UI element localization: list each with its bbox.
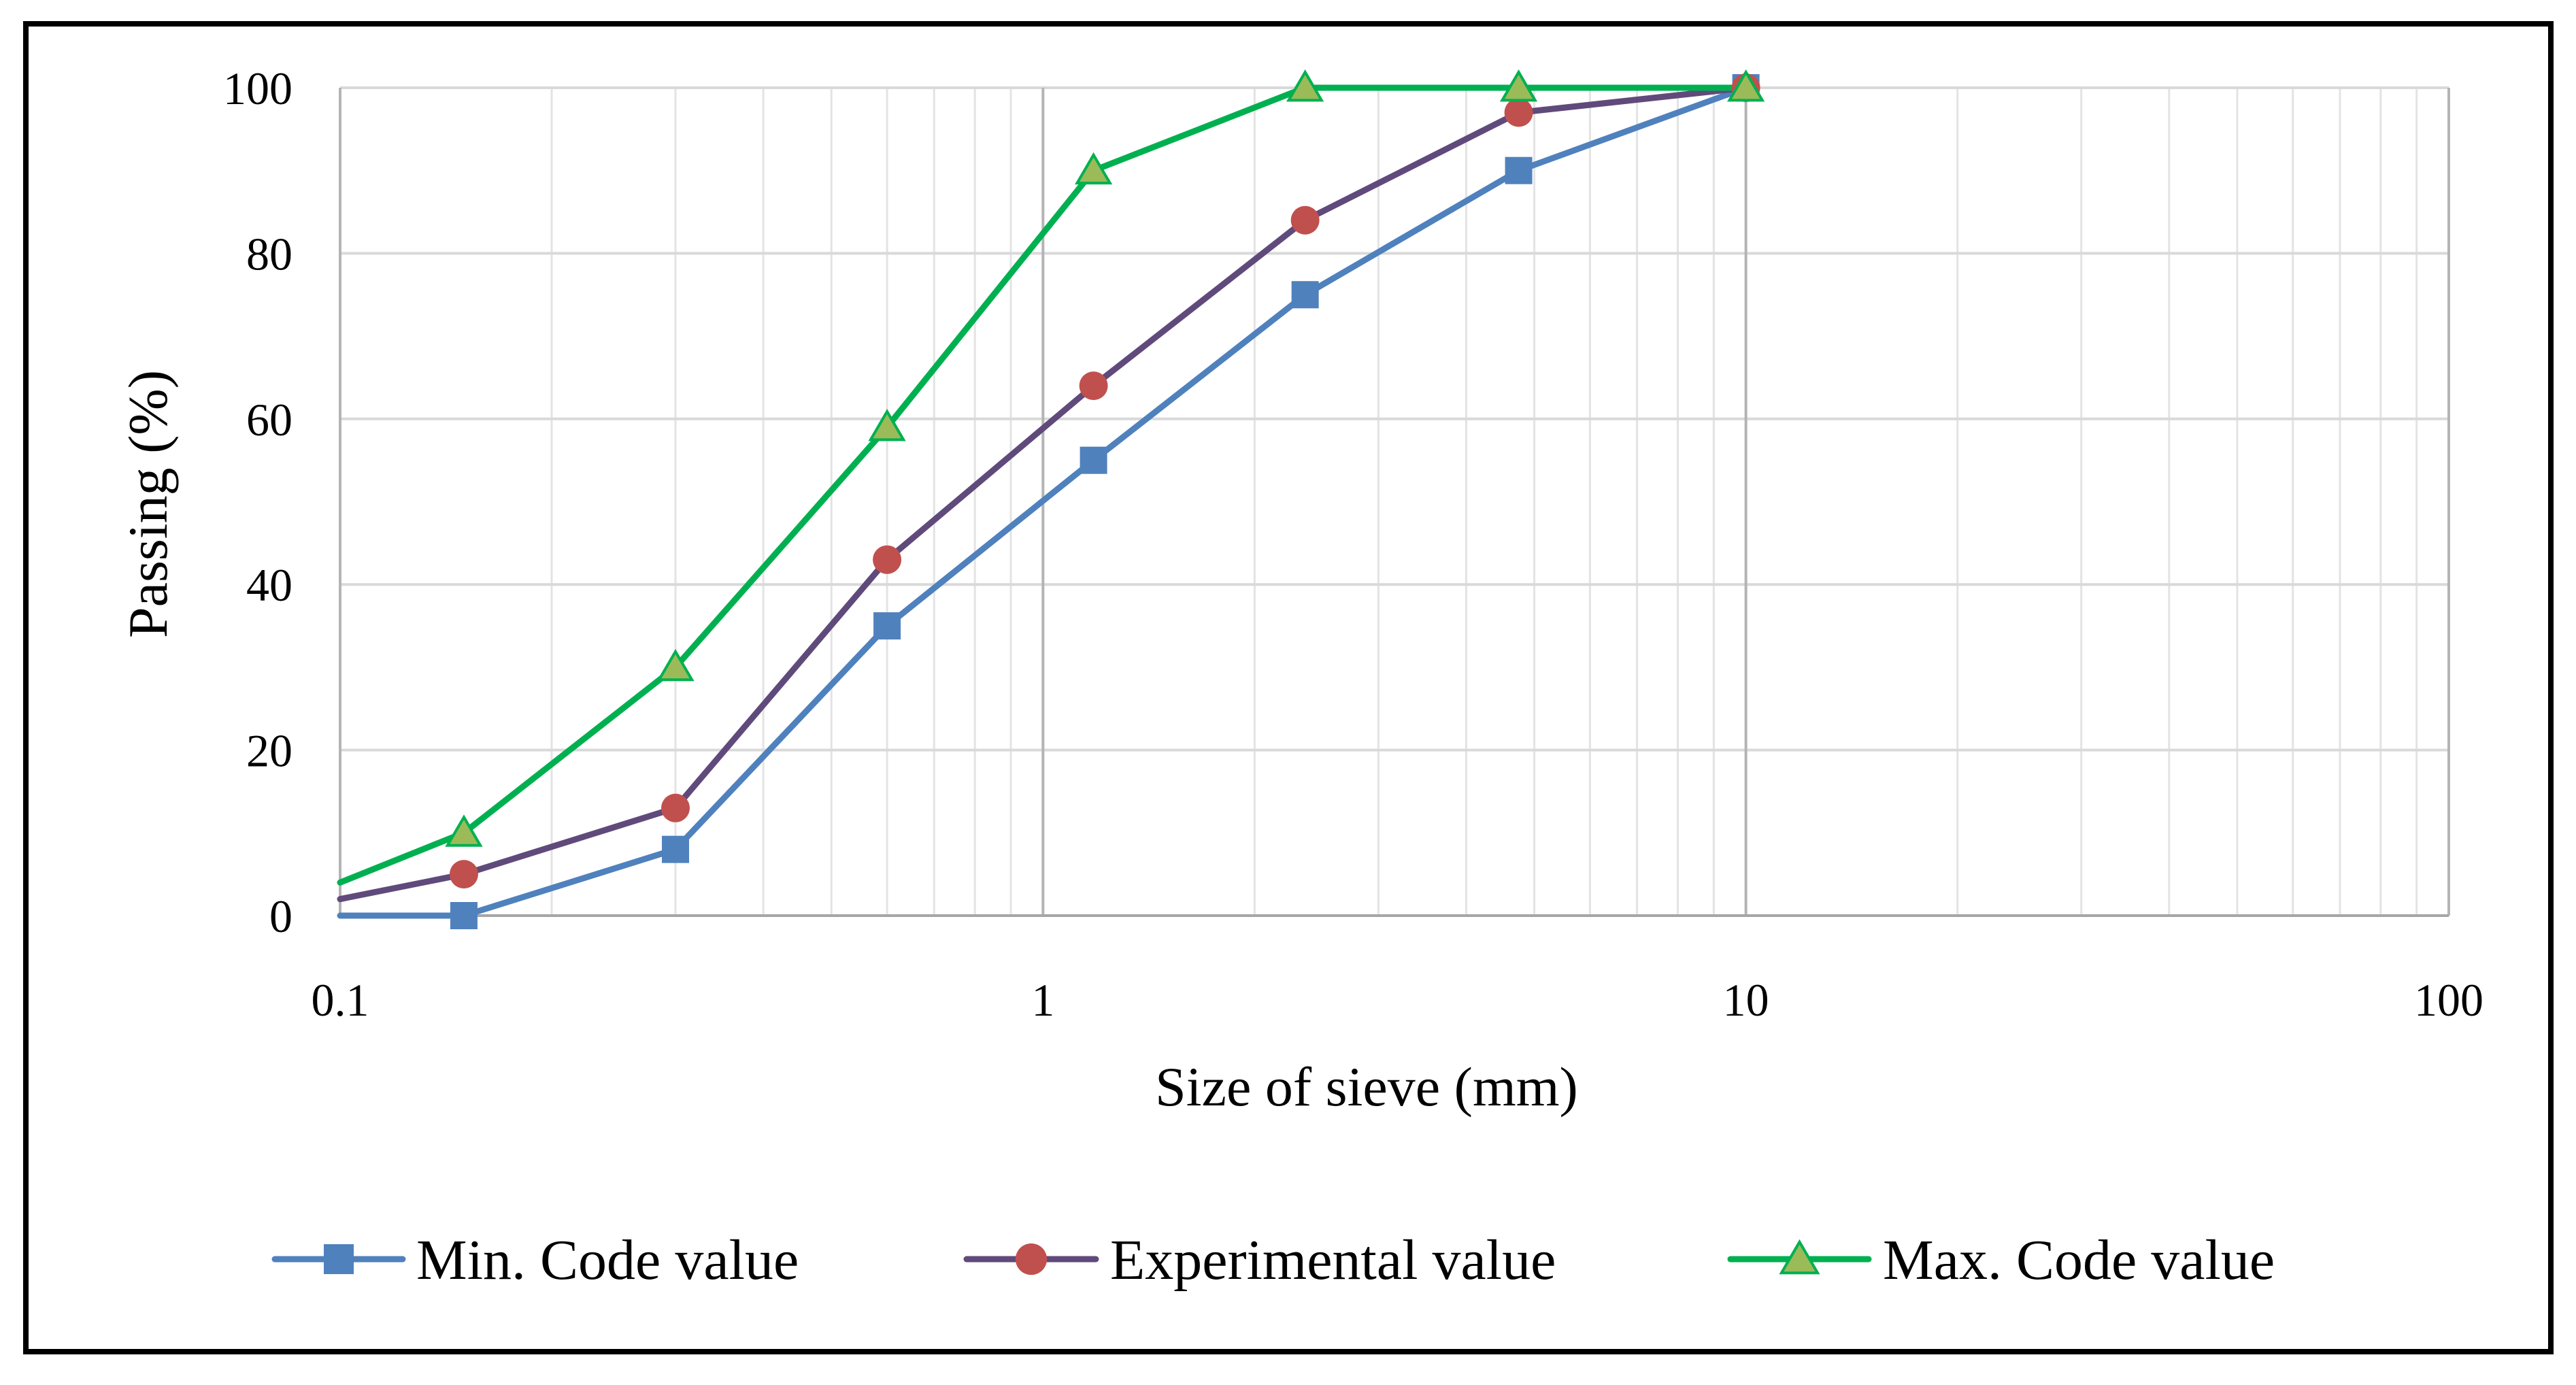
grading-curve-chart: 0 20 40 60 80 100 0.1 1 10 100 Size of sieve (mm)… — [117, 63, 2483, 1292]
chart-frame: 0 20 40 60 80 100 0.1 1 10 100 Size of sieve (mm)… — [23, 21, 2554, 1354]
y-axis-title: Passing (%) — [117, 370, 179, 638]
series-1-point-2 — [662, 835, 690, 863]
y-tick-label: 80 — [246, 228, 292, 280]
series-1-point-1 — [450, 902, 478, 929]
y-tick-label: 0 — [269, 890, 292, 942]
series-3-point-6 — [1499, 69, 1538, 102]
series-line-1 — [337, 84, 1750, 919]
legend-entry-3: Max. Code value — [1727, 1229, 2275, 1292]
series-line-3 — [337, 84, 1750, 886]
legend-entry-2: Experimental value — [963, 1229, 1556, 1292]
x-axis-title: Size of sieve (mm) — [1155, 1056, 1578, 1118]
legend-entry-1: Min. Code value — [271, 1229, 799, 1292]
series-1-point-5 — [1291, 281, 1319, 309]
series-1-point-4 — [1080, 446, 1107, 474]
series-3-point-3 — [868, 409, 906, 441]
x-tick-label: 0.1 — [312, 974, 369, 1026]
series-2-point-2 — [661, 793, 690, 822]
tick-label-layer: 0 20 40 60 80 100 0.1 1 10 100 — [223, 63, 2483, 1026]
series-3-point-1 — [445, 814, 483, 847]
legend-swatch-marker — [1015, 1243, 1048, 1275]
chart-legend: Min. Code value Experimental value Max. Co… — [271, 1229, 2275, 1292]
marker-layer — [445, 69, 1765, 929]
series-2-point-5 — [1290, 205, 1320, 235]
legend-label: Min. Code value — [416, 1229, 799, 1292]
x-tick-label: 10 — [1723, 974, 1769, 1026]
series-layer — [337, 84, 1750, 919]
series-3-point-2 — [656, 648, 695, 682]
series-1-point-3 — [873, 612, 901, 640]
series-3-point-5 — [1286, 69, 1324, 102]
legend-swatch-marker — [324, 1244, 354, 1274]
y-tick-label: 20 — [246, 725, 292, 777]
series-2-point-4 — [1079, 371, 1108, 401]
legend-label: Max. Code value — [1883, 1229, 2275, 1292]
series-3-point-7 — [1727, 69, 1765, 102]
legend-swatch-marker — [1779, 1239, 1820, 1275]
grid-layer — [339, 86, 2450, 916]
series-2-point-6 — [1504, 98, 1533, 127]
x-tick-label: 100 — [2414, 974, 2483, 1026]
series-line-2 — [337, 84, 1750, 903]
series-3-point-4 — [1075, 152, 1113, 185]
x-tick-label: 1 — [1031, 974, 1054, 1026]
y-tick-label: 100 — [223, 63, 292, 114]
y-tick-label: 40 — [246, 559, 292, 611]
series-1-point-6 — [1505, 156, 1533, 184]
y-tick-label: 60 — [246, 394, 292, 446]
series-2-point-3 — [873, 545, 902, 574]
series-2-point-1 — [449, 860, 478, 889]
legend-label: Experimental value — [1110, 1229, 1556, 1292]
